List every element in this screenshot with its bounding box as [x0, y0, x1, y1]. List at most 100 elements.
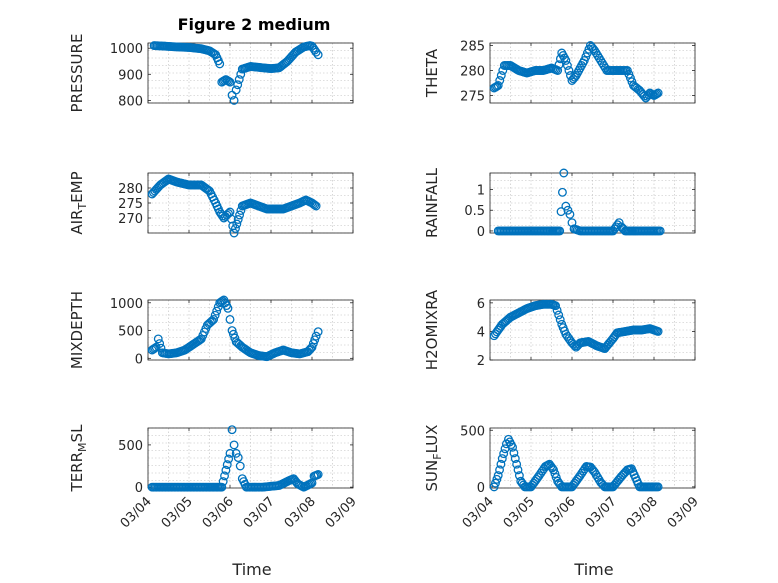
x-tick-label: 03/04	[460, 494, 497, 531]
data-point	[217, 482, 227, 492]
data-point	[554, 310, 564, 320]
data-point	[551, 472, 561, 482]
data-point	[232, 219, 242, 229]
data-point	[225, 77, 235, 87]
panel-h2omixra: 2 4 6 H2OMIXRA	[423, 289, 696, 370]
x-tick-label: 03/06	[542, 494, 579, 531]
y-tick-label: 0	[477, 225, 485, 240]
data-point	[653, 482, 663, 492]
data-point	[514, 471, 524, 480]
y-tick-label: 0	[135, 352, 143, 367]
panel-terr-msl: 0 500 03/04 03/05 03/06 03/07 03/08 03/09 TERRMS…	[68, 424, 360, 531]
data-point	[218, 477, 228, 486]
data-point	[565, 209, 575, 219]
y-tick-label: 500	[460, 424, 485, 439]
y-tick-label: 1000	[110, 297, 143, 312]
data-point	[567, 218, 577, 228]
data-point	[153, 334, 163, 344]
data-point	[229, 228, 239, 238]
data-point	[508, 442, 517, 452]
data-point	[509, 448, 519, 458]
data-point	[212, 306, 222, 316]
data-point	[655, 226, 665, 236]
x-tick-label: 03/06	[200, 494, 237, 531]
data-point	[555, 315, 565, 325]
x-tick-label: 03/05	[159, 494, 196, 531]
data-point	[496, 459, 506, 469]
data-point	[499, 449, 509, 459]
y-axis-label: H2OMIXRA	[423, 289, 441, 370]
data-point	[557, 187, 567, 197]
x-tick-label: 03/09	[323, 494, 360, 531]
data-point	[233, 80, 243, 90]
data-point	[225, 448, 235, 458]
axes-box	[147, 299, 354, 361]
y-label-main: AIR	[68, 210, 86, 235]
data-point	[234, 75, 244, 84]
x-tick-label: 03/05	[501, 494, 538, 531]
y-tick-label: 800	[118, 94, 143, 109]
y-tick-label: 0	[477, 481, 485, 496]
data-point	[231, 85, 241, 95]
data-point	[156, 343, 166, 353]
y-tick-label: 0.5	[464, 204, 485, 219]
y-label-rest: SL	[68, 424, 86, 443]
y-tick-label: 1	[477, 184, 485, 199]
data-point	[304, 345, 314, 355]
data-point	[313, 50, 323, 60]
data-point	[495, 76, 505, 85]
data-point	[213, 302, 223, 312]
data-point	[547, 463, 557, 473]
x-axis-label-right: Time	[573, 560, 613, 579]
data-point	[229, 95, 239, 105]
data-point	[222, 460, 232, 470]
data-point	[537, 466, 547, 476]
x-tick-label: 03/09	[665, 494, 702, 531]
data-point	[491, 478, 500, 488]
y-axis-label: AIRTEMP	[68, 171, 89, 234]
data-point	[209, 314, 219, 324]
panel-sun-flux: 0 500 03/04 03/05 03/06 03/07 03/08 03/09 SUNFLU…	[423, 424, 702, 531]
x-tick-label: 03/07	[583, 494, 620, 531]
y-tick-label: 4	[477, 325, 485, 340]
data-point	[150, 343, 160, 353]
data-point	[653, 88, 663, 98]
panel-pressure: 800 900 1000 PRESSURE	[68, 34, 354, 113]
data-point	[313, 327, 323, 337]
x-tick-label: 03/08	[282, 494, 319, 531]
data-point	[313, 470, 323, 479]
data-point	[231, 224, 240, 233]
data-point	[224, 454, 234, 464]
data-point	[552, 305, 562, 315]
data-point	[577, 468, 587, 478]
data-point	[210, 310, 220, 320]
panel-mixdepth: 0 500 1000 MIXDEPTH	[68, 291, 354, 369]
data-point	[155, 339, 165, 348]
data-point	[311, 47, 321, 57]
data-point	[554, 60, 564, 70]
y-label-main: TERR	[68, 452, 86, 493]
data-point	[493, 81, 503, 90]
data-point	[551, 301, 561, 311]
axes-box	[147, 42, 354, 104]
data-point	[550, 469, 560, 479]
data-point	[220, 471, 229, 481]
data-point	[235, 210, 245, 220]
y-label-subscript: F	[431, 453, 444, 459]
data-point	[559, 168, 569, 178]
data-point	[496, 71, 506, 80]
data-point	[195, 335, 205, 345]
data-point	[220, 75, 229, 85]
x-tick-label: 03/08	[624, 494, 661, 531]
data-point	[233, 215, 243, 224]
y-tick-label: 270	[118, 212, 143, 227]
data-point	[306, 344, 316, 354]
y-tick-label: 275	[460, 90, 485, 105]
y-axis-label: MIXDEPTH	[68, 291, 86, 369]
data-point	[224, 76, 234, 86]
y-axis-label: SUNFLUX	[423, 425, 444, 492]
x-tick-label: 03/04	[118, 494, 155, 531]
y-axis-label: PRESSURE	[68, 34, 86, 113]
x-axis-label-left: Time	[231, 560, 271, 579]
